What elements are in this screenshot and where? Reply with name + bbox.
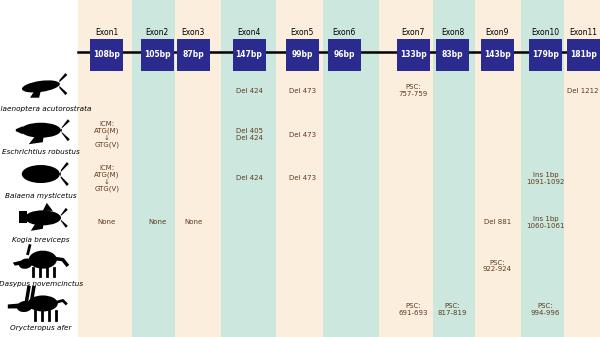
Text: Ins 1bp
1060-1061: Ins 1bp 1060-1061	[526, 216, 565, 228]
Polygon shape	[60, 119, 70, 141]
Bar	[78, 0, 132, 337]
Ellipse shape	[22, 165, 60, 183]
Bar	[566, 39, 600, 71]
Ellipse shape	[17, 301, 33, 312]
Text: 143bp: 143bp	[484, 50, 511, 59]
Text: Exon1: Exon1	[95, 28, 118, 37]
Text: PSC:
691-693: PSC: 691-693	[398, 303, 428, 316]
Polygon shape	[13, 261, 22, 266]
Text: Exon7: Exon7	[402, 28, 425, 37]
Ellipse shape	[28, 296, 58, 311]
Text: Exon4: Exon4	[238, 28, 260, 37]
Bar	[433, 0, 475, 337]
Text: Dasypus novemcinctus: Dasypus novemcinctus	[0, 281, 83, 287]
Bar	[564, 0, 600, 337]
Text: Balaena mysticetus: Balaena mysticetus	[5, 193, 77, 200]
Text: Exon11: Exon11	[569, 28, 597, 37]
Polygon shape	[29, 135, 44, 144]
Text: Eschrichtius robustus: Eschrichtius robustus	[2, 150, 80, 155]
Polygon shape	[59, 162, 69, 186]
Text: 147bp: 147bp	[236, 50, 262, 59]
Text: Orycteropus afer: Orycteropus afer	[10, 325, 71, 331]
Bar	[323, 0, 379, 337]
Text: Del 405
Del 424: Del 405 Del 424	[235, 128, 263, 141]
Bar	[475, 0, 521, 337]
Text: Exon8: Exon8	[441, 28, 464, 37]
Bar	[521, 0, 564, 337]
Bar	[132, 0, 175, 337]
Bar	[276, 0, 323, 337]
Polygon shape	[16, 126, 23, 134]
Bar	[379, 0, 433, 337]
Bar	[328, 39, 361, 71]
Bar	[233, 39, 265, 71]
Bar	[286, 39, 319, 71]
Text: 83bp: 83bp	[442, 50, 463, 59]
Text: Exon6: Exon6	[333, 28, 356, 37]
Bar	[481, 39, 514, 71]
Text: Exon5: Exon5	[291, 28, 314, 37]
Text: 181bp: 181bp	[570, 50, 596, 59]
Text: 99bp: 99bp	[292, 50, 313, 59]
Text: 108bp: 108bp	[94, 50, 120, 59]
Bar	[436, 39, 469, 71]
Text: 87bp: 87bp	[182, 50, 204, 59]
Ellipse shape	[19, 258, 32, 269]
Text: Del 473: Del 473	[289, 131, 316, 137]
Text: Del 473: Del 473	[289, 88, 316, 94]
Polygon shape	[8, 303, 20, 308]
Text: PSC:
994-996: PSC: 994-996	[531, 303, 560, 316]
Bar	[90, 39, 124, 71]
Text: ICM:
ATG(M)
↓
GTG(V): ICM: ATG(M) ↓ GTG(V)	[94, 165, 119, 192]
Text: Exon2: Exon2	[146, 28, 169, 37]
Bar	[529, 39, 562, 71]
Text: Del 473: Del 473	[289, 175, 316, 181]
Polygon shape	[43, 203, 53, 211]
Text: Exon9: Exon9	[486, 28, 509, 37]
Text: Ins 1bp
1091-1092: Ins 1bp 1091-1092	[526, 172, 565, 185]
Text: Del 424: Del 424	[236, 175, 262, 181]
Polygon shape	[30, 90, 41, 98]
Bar	[175, 0, 221, 337]
Text: Balaenoptera acutorostrata: Balaenoptera acutorostrata	[0, 106, 91, 112]
Text: 105bp: 105bp	[144, 50, 170, 59]
Bar	[141, 39, 174, 71]
Ellipse shape	[29, 251, 57, 269]
Text: 179bp: 179bp	[532, 50, 559, 59]
Text: PSC:
922-924: PSC: 922-924	[483, 259, 512, 272]
Text: 96bp: 96bp	[334, 50, 355, 59]
Polygon shape	[31, 223, 44, 231]
Polygon shape	[19, 211, 27, 223]
Text: None: None	[148, 219, 166, 225]
Text: Del 1212: Del 1212	[568, 88, 599, 94]
Bar	[221, 0, 276, 337]
Bar	[177, 39, 210, 71]
Text: Del 424: Del 424	[236, 88, 262, 94]
Bar	[397, 39, 430, 71]
Text: Exon3: Exon3	[182, 28, 205, 37]
Text: Kogia breviceps: Kogia breviceps	[12, 237, 70, 243]
Text: PSC:
817-819: PSC: 817-819	[437, 303, 467, 316]
Text: 133bp: 133bp	[400, 50, 427, 59]
Text: Exon10: Exon10	[532, 28, 559, 37]
Text: ICM:
ATG(M)
↓
GTG(V): ICM: ATG(M) ↓ GTG(V)	[94, 121, 119, 148]
Ellipse shape	[22, 80, 59, 92]
Text: Del 881: Del 881	[484, 219, 511, 225]
Polygon shape	[59, 208, 68, 228]
Ellipse shape	[25, 210, 61, 225]
Polygon shape	[58, 73, 67, 95]
Text: None: None	[184, 219, 202, 225]
Text: None: None	[98, 219, 116, 225]
Text: PSC:
757-759: PSC: 757-759	[399, 84, 428, 97]
Ellipse shape	[21, 123, 61, 138]
